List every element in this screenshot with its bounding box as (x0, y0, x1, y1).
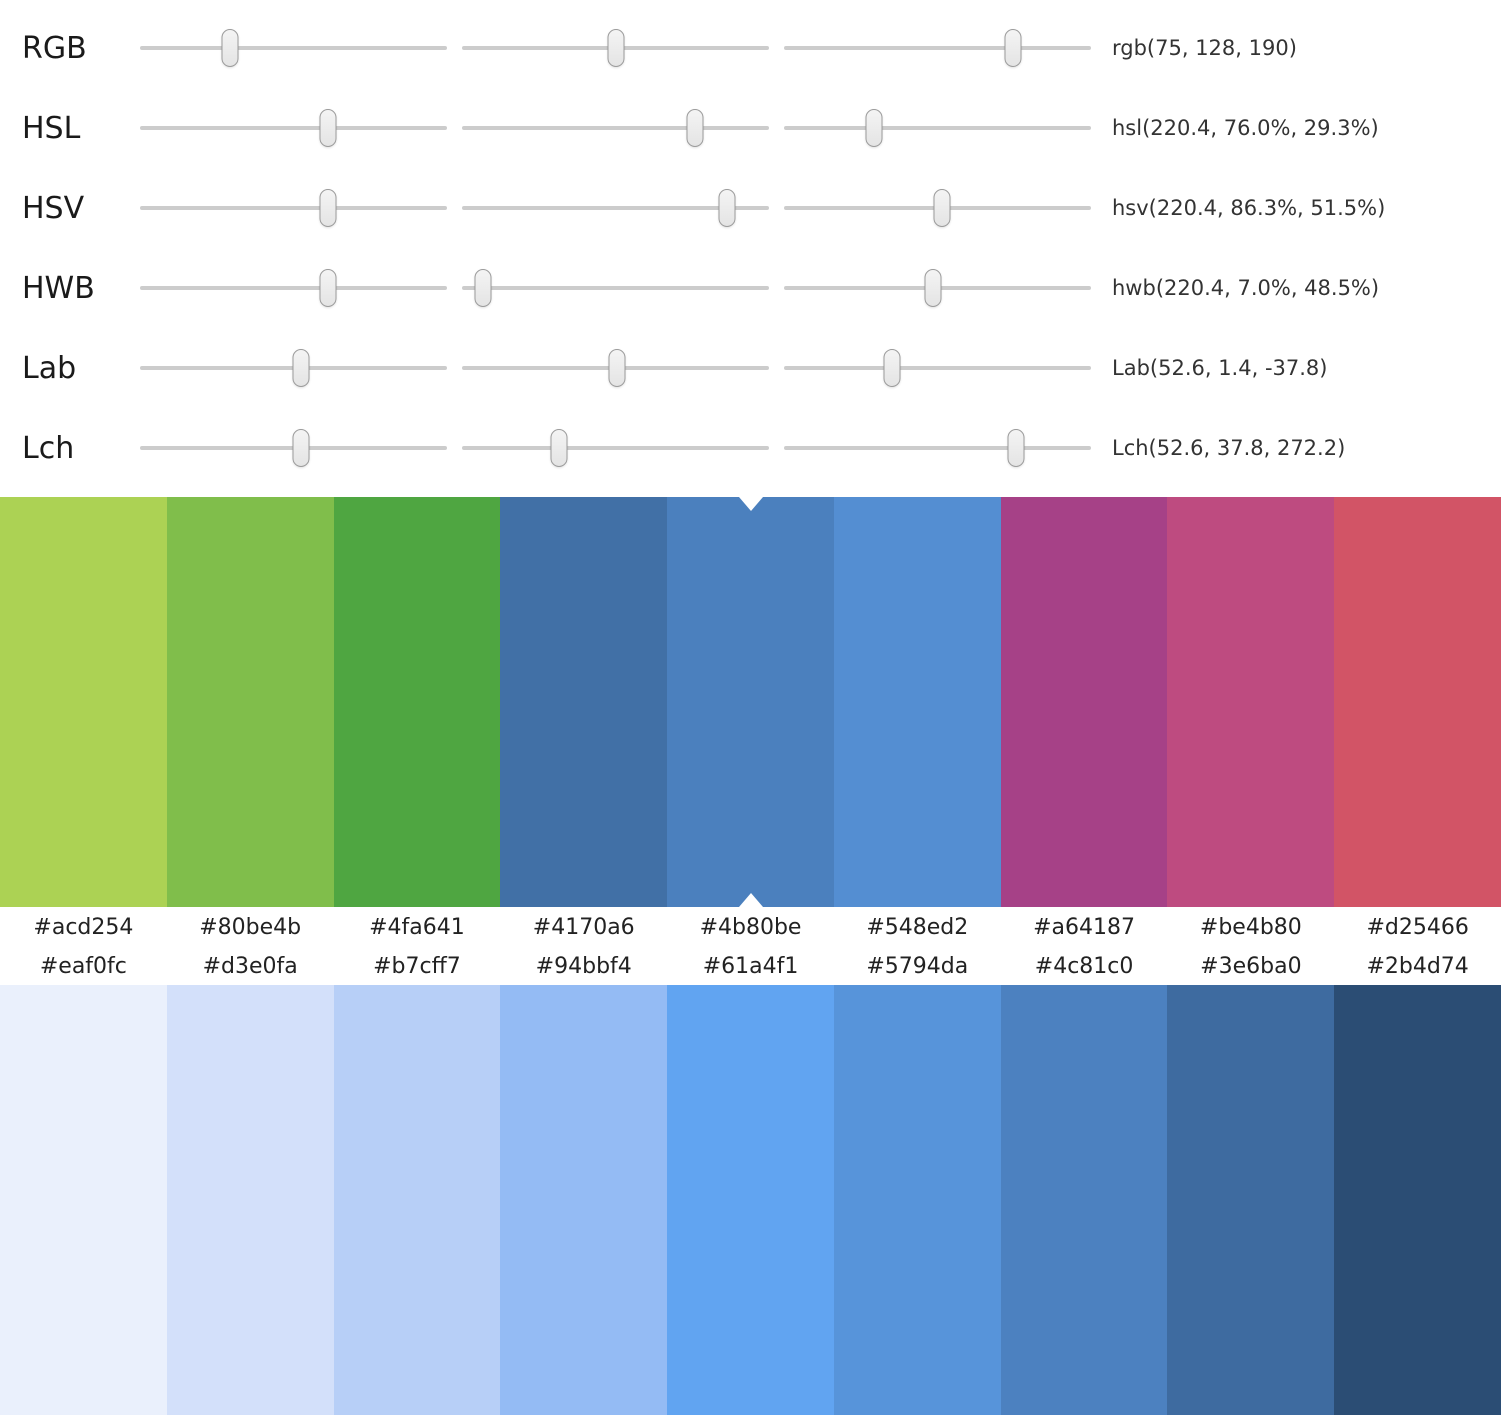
color-value-hsl: hsl(220.4, 76.0%, 29.3%) (1112, 116, 1379, 140)
shade-swatch-hex-label-8: #2b4d74 (1366, 953, 1469, 979)
lch-slider-handle-1[interactable] (292, 429, 310, 467)
hue-swatch-8[interactable] (1334, 497, 1501, 907)
shade-palette-labels: #eaf0fc #d3e0fa #b7cff7 #94bbf4 #61a4f1 #5794… (0, 947, 1501, 985)
rgb-slider-track-3[interactable] (784, 25, 1091, 71)
hsv-slider-handle-1[interactable] (319, 189, 337, 227)
shade-swatch-hex-label-4: #61a4f1 (702, 953, 799, 979)
hue-swatch-hex-label-3: #4170a6 (532, 914, 635, 940)
hwb-slider-handle-2[interactable] (474, 269, 492, 307)
lab-slider-track-1[interactable] (140, 345, 447, 391)
hsv-slider-track-3[interactable] (784, 185, 1091, 231)
shade-swatch-0[interactable] (0, 985, 167, 1415)
hue-palette (0, 497, 1501, 907)
slider-row-rgb: RGB rgb(75, 128, 190) (0, 8, 1501, 88)
selected-swatch-bottom-marker (738, 893, 763, 907)
hue-swatch-3[interactable] (500, 497, 668, 907)
shade-swatch-hex-label-0: #eaf0fc (39, 953, 127, 979)
shade-swatch-hex-label-7: #3e6ba0 (1200, 953, 1302, 979)
color-value-lch: Lch(52.6, 37.8, 272.2) (1112, 436, 1346, 460)
lab-slider-handle-3[interactable] (883, 349, 901, 387)
lch-slider-handle-2[interactable] (550, 429, 568, 467)
hwb-slider-handle-1[interactable] (319, 269, 337, 307)
slider-row-hwb: HWB hwb(220.4, 7.0%, 48.5%) (0, 248, 1501, 328)
hue-swatch-1[interactable] (166, 497, 334, 907)
hue-swatch-hex-label-1: #80be4b (199, 914, 302, 940)
colorspace-sliders-panel: RGB rgb(75, 128, 190) HSL hsl(220.4, 76.0%,… (0, 0, 1501, 497)
hsl-slider-handle-3[interactable] (865, 109, 883, 147)
shade-swatch-hex-label-1: #d3e0fa (202, 953, 298, 979)
hsl-slider-track-1[interactable] (140, 105, 447, 151)
colorspace-label-hsl: HSL (22, 110, 81, 146)
colorspace-label-lch: Lch (22, 430, 75, 466)
hsv-slider-handle-3[interactable] (933, 189, 951, 227)
shade-palette (0, 985, 1501, 1415)
hsv-slider-handle-2[interactable] (718, 189, 736, 227)
hue-swatch-4[interactable] (667, 497, 834, 907)
hsl-slider-handle-2[interactable] (686, 109, 704, 147)
hue-swatch-0[interactable] (0, 497, 167, 907)
colorspace-label-lab: Lab (22, 350, 77, 386)
rgb-slider-handle-1[interactable] (221, 29, 239, 67)
hwb-slider-track-2[interactable] (462, 265, 769, 311)
slider-row-hsl: HSL hsl(220.4, 76.0%, 29.3%) (0, 88, 1501, 168)
rgb-slider-track-2[interactable] (462, 25, 769, 71)
shade-swatch-hex-label-5: #5794da (866, 953, 969, 979)
lch-slider-track-2[interactable] (462, 425, 769, 471)
hsl-slider-handle-1[interactable] (319, 109, 337, 147)
lab-slider-handle-1[interactable] (292, 349, 310, 387)
shade-swatch-hex-label-2: #b7cff7 (373, 953, 461, 979)
slider-row-hsv: HSV hsv(220.4, 86.3%, 51.5%) (0, 168, 1501, 248)
hue-swatch-hex-label-7: #be4b80 (1199, 914, 1302, 940)
hue-palette-labels: #acd254 #80be4b #4fa641 #4170a6 #4b80be #548e… (0, 907, 1501, 947)
hue-swatch-2[interactable] (333, 497, 501, 907)
color-value-hwb: hwb(220.4, 7.0%, 48.5%) (1112, 276, 1380, 300)
colorspace-label-hsv: HSV (22, 190, 85, 226)
hsv-slider-track-1[interactable] (140, 185, 447, 231)
shade-swatch-8[interactable] (1334, 985, 1501, 1415)
hwb-slider-track-3[interactable] (784, 265, 1091, 311)
hue-swatch-hex-label-8: #d25466 (1366, 914, 1469, 940)
hue-swatch-5[interactable] (833, 497, 1001, 907)
lch-slider-track-3[interactable] (784, 425, 1091, 471)
hue-swatch-7[interactable] (1167, 497, 1335, 907)
hue-swatch-6[interactable] (1000, 497, 1168, 907)
colorspace-label-rgb: RGB (22, 30, 87, 66)
colorspace-label-hwb: HWB (22, 270, 95, 306)
hsv-slider-track-2[interactable] (462, 185, 769, 231)
hwb-slider-track-1[interactable] (140, 265, 447, 311)
slider-row-lab: Lab Lab(52.6, 1.4, -37.8) (0, 328, 1501, 408)
shade-swatch-6[interactable] (1000, 985, 1168, 1415)
shade-swatch-2[interactable] (333, 985, 501, 1415)
rgb-slider-handle-2[interactable] (607, 29, 625, 67)
rgb-slider-track-1[interactable] (140, 25, 447, 71)
shade-swatch-5[interactable] (833, 985, 1001, 1415)
hue-swatch-hex-label-2: #4fa641 (369, 914, 465, 940)
lab-slider-handle-2[interactable] (608, 349, 626, 387)
slider-row-lch: Lch Lch(52.6, 37.8, 272.2) (0, 408, 1501, 488)
lab-slider-track-3[interactable] (784, 345, 1091, 391)
lab-slider-track-2[interactable] (462, 345, 769, 391)
hsl-slider-track-3[interactable] (784, 105, 1091, 151)
color-value-lab: Lab(52.6, 1.4, -37.8) (1112, 356, 1328, 380)
hue-swatch-hex-label-4: #4b80be (699, 914, 802, 940)
selected-swatch-top-marker (738, 497, 763, 511)
shade-swatch-1[interactable] (166, 985, 334, 1415)
lch-slider-handle-3[interactable] (1007, 429, 1025, 467)
hue-swatch-hex-label-5: #548ed2 (866, 914, 969, 940)
shade-swatch-hex-label-6: #4c81c0 (1034, 953, 1134, 979)
hue-swatch-hex-label-6: #a64187 (1033, 914, 1136, 940)
hwb-slider-handle-3[interactable] (924, 269, 942, 307)
lch-slider-track-1[interactable] (140, 425, 447, 471)
shade-swatch-3[interactable] (500, 985, 668, 1415)
shade-swatch-4[interactable] (667, 985, 834, 1415)
shade-swatch-hex-label-3: #94bbf4 (535, 953, 632, 979)
hsl-slider-track-2[interactable] (462, 105, 769, 151)
rgb-slider-handle-3[interactable] (1004, 29, 1022, 67)
color-value-hsv: hsv(220.4, 86.3%, 51.5%) (1112, 196, 1386, 220)
shade-swatch-7[interactable] (1167, 985, 1335, 1415)
color-value-rgb: rgb(75, 128, 190) (1112, 36, 1297, 60)
hue-swatch-hex-label-0: #acd254 (33, 914, 134, 940)
